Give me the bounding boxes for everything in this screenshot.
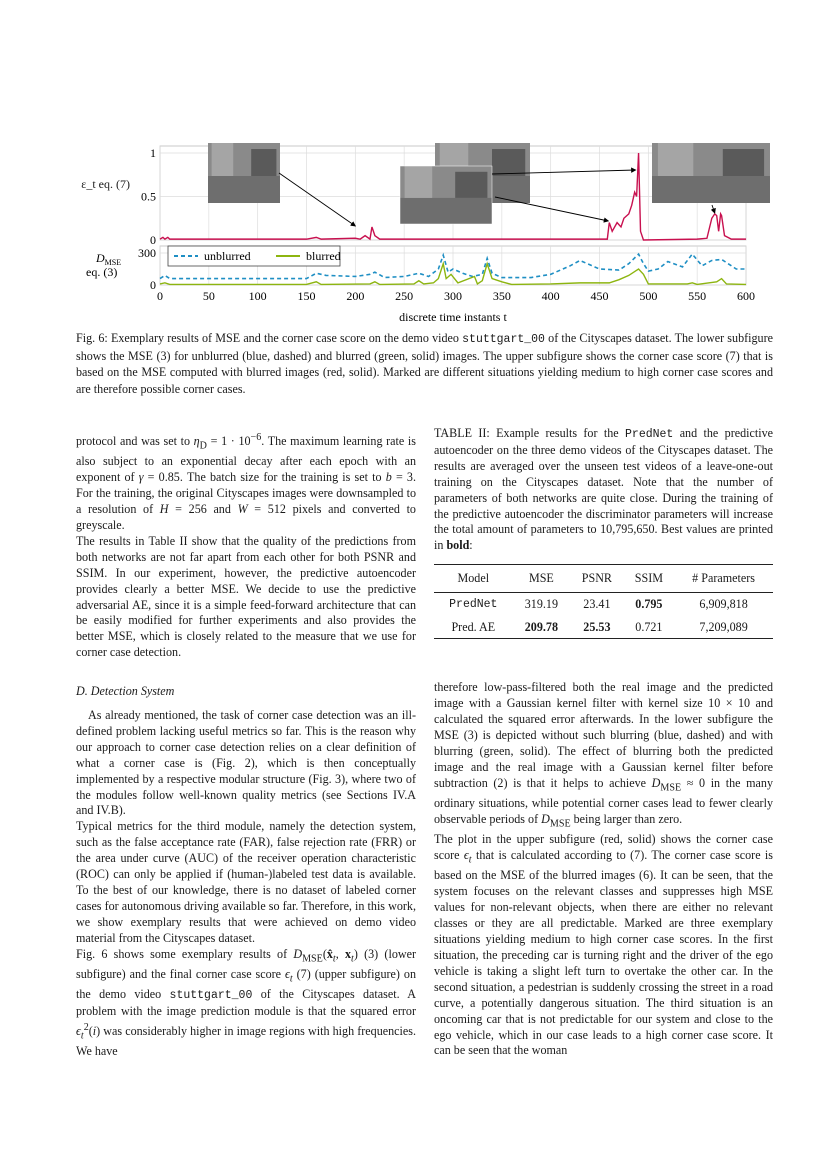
table-row: PredNet 319.19 23.41 0.795 6,909,818 — [434, 593, 773, 617]
paragraph: protocol and was set to ηD = 1 · 10−6. T… — [76, 432, 417, 532]
annotation-arrow — [278, 172, 357, 227]
legend-label: blurred — [306, 249, 341, 263]
x-tick-label: 550 — [688, 289, 706, 303]
cell: 0.721 — [635, 619, 663, 634]
x-tick-label: 250 — [395, 289, 413, 303]
x-tick-label: 600 — [737, 289, 755, 303]
y-tick-label: 0 — [150, 233, 156, 247]
photo-object — [722, 149, 765, 176]
left-column: protocol and was set to ηD = 1 · 10−6. T… — [76, 430, 416, 1060]
y-axis-label: ε_t eq. (7) — [81, 177, 130, 191]
x-tick-label: 350 — [493, 289, 511, 303]
cell: 25.53 — [583, 619, 611, 634]
cell: 7,209,089 — [699, 619, 748, 634]
inset-photo-car-turning — [208, 143, 280, 203]
x-tick-label: 100 — [249, 289, 267, 303]
right-column: TABLE II: Example results for the PredNe… — [434, 426, 773, 1059]
subscript: MSE — [105, 258, 122, 267]
annotation-arrow — [491, 167, 637, 175]
photo-building — [404, 166, 433, 198]
cell: Pred. AE — [451, 619, 496, 634]
cell: 6,909,818 — [699, 597, 748, 612]
photo-object — [455, 171, 488, 198]
series-line-corner-case-score — [159, 152, 746, 241]
x-tick-label: 150 — [298, 289, 316, 303]
y-axis-label: eq. (3) — [86, 265, 117, 279]
paragraph: therefore low-pass-filtered both the rea… — [434, 680, 773, 830]
table-caption: TABLE II: Example results for the PredNe… — [434, 426, 773, 553]
figure-caption: Fig. 6: Exemplary results of MSE and the… — [76, 331, 773, 396]
y-tick-label: 300 — [138, 246, 156, 260]
x-tick-label: 200 — [346, 289, 364, 303]
inset-photo-oncoming-car — [652, 143, 770, 203]
x-tick-label: 300 — [444, 289, 462, 303]
cell: 319.19 — [524, 597, 559, 612]
paragraph: Fig. 6 shows some exemplary results of D… — [76, 946, 416, 1059]
paragraph: Typical metrics for the third module, na… — [76, 819, 416, 945]
column-header: MSE — [528, 570, 554, 585]
cell: 209.78 — [524, 619, 559, 634]
x-tick-label: 0 — [157, 289, 163, 303]
cell: PredNet — [449, 598, 498, 612]
legend-box — [167, 245, 341, 267]
column-header: SSIM — [634, 570, 663, 585]
x-tick-label: 450 — [591, 289, 609, 303]
annotation-arrow — [494, 196, 610, 223]
paragraph: As already mentioned, the task of corner… — [76, 708, 416, 818]
x-tick-label: 400 — [542, 289, 560, 303]
x-tick-label: 500 — [639, 289, 657, 303]
legend: unblurred blurred — [167, 245, 341, 267]
y-tick-label: 1 — [150, 146, 156, 160]
photo-building — [211, 143, 234, 176]
inset-photo-street-corner — [400, 166, 492, 224]
photo-building — [657, 143, 694, 176]
photo-road — [400, 197, 492, 224]
x-tick-label: 50 — [203, 289, 215, 303]
results-table: Model MSE PSNR SSIM # Parameters PredNet… — [434, 564, 773, 640]
series-line-blurred — [159, 260, 747, 286]
y-tick-label: 0 — [150, 278, 156, 292]
series-line-unblurred — [159, 252, 746, 280]
paragraph: The plot in the upper subfigure (red, so… — [434, 832, 774, 1058]
cell: 0.795 — [635, 597, 663, 612]
column-header: PSNR — [581, 570, 613, 585]
legend-label: unblurred — [204, 249, 251, 263]
cell: 23.41 — [583, 597, 611, 612]
annotation-arrow — [710, 204, 716, 214]
y-tick-label: 0.5 — [141, 190, 156, 204]
photo-object — [251, 149, 277, 176]
photo-road — [652, 176, 770, 203]
column-header: # Parameters — [692, 570, 755, 585]
photo-road — [208, 176, 280, 203]
paragraph: The results in Table II show that the qu… — [76, 533, 416, 660]
column-header: Model — [457, 570, 490, 585]
table-row: Pred. AE 209.78 25.53 0.721 7,209,089 — [434, 617, 773, 639]
section-heading: D. Detection System — [76, 684, 175, 699]
photo-object — [492, 149, 526, 176]
x-axis-label: discrete time instants t — [399, 310, 507, 324]
photo-border — [399, 165, 493, 225]
